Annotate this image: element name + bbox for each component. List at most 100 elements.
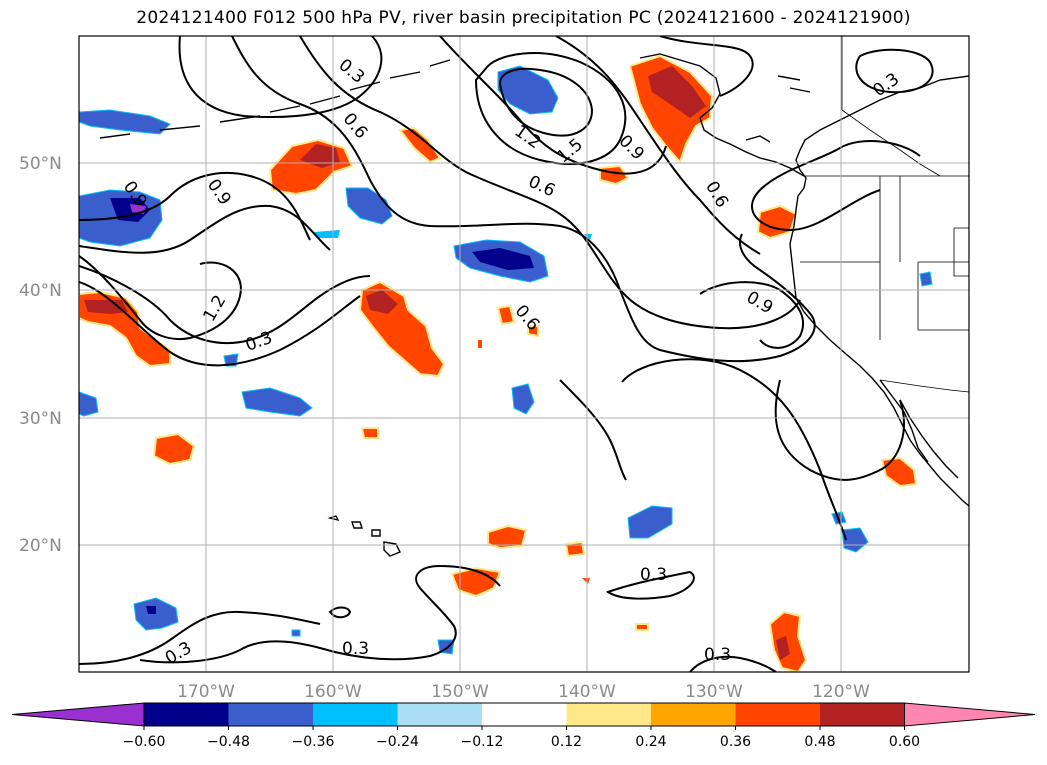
pos-region (582, 578, 590, 584)
neg-region (79, 391, 99, 417)
pv-contour (559, 379, 627, 481)
neg-region (511, 383, 535, 415)
positive-precip-regions (79, 54, 918, 672)
neg-region (584, 234, 592, 240)
state-lines (800, 176, 969, 340)
pos-region (366, 290, 398, 314)
lon-label-150w: 150°W (431, 682, 489, 702)
pos-region (152, 432, 196, 466)
map-frame (78, 35, 970, 673)
neg-region (241, 387, 313, 417)
pv-contour (689, 655, 777, 672)
pos-region (564, 540, 586, 558)
pv-contour (79, 204, 331, 254)
lat-label-30n: 30°N (19, 409, 62, 429)
pos-region (648, 66, 706, 118)
pos-region (880, 456, 918, 488)
pv-contour (299, 36, 801, 330)
pos-region (487, 524, 528, 550)
colorbar-tick-label: −0.36 (292, 734, 335, 750)
bc-islands (745, 75, 811, 143)
pv-contour (855, 48, 934, 94)
borders (800, 36, 969, 393)
colorbar-segment (735, 703, 821, 726)
pos-region (527, 325, 539, 338)
pv-contour (328, 606, 352, 619)
pos-region (496, 304, 516, 326)
colorbar-tick-label: −0.24 (376, 734, 419, 750)
pos-region (599, 164, 630, 186)
colorbar-extend-min (11, 702, 145, 727)
neg-region (291, 629, 301, 637)
map-background (79, 36, 969, 672)
pos-region (300, 144, 340, 168)
colorbar-tick-label: 0.36 (720, 734, 751, 750)
colorbar-segment (397, 703, 483, 726)
colorbar-segment (228, 703, 314, 726)
coastline-alaska (639, 53, 805, 177)
contour-label: 0.3 (342, 639, 369, 659)
pv-contour (750, 140, 921, 232)
colorbar-tick-label: −0.12 (461, 734, 504, 750)
colorbar-tick-label: −0.60 (123, 734, 166, 750)
pv-contour (139, 564, 501, 664)
pos-region (768, 610, 808, 672)
coastline-baja (879, 379, 929, 463)
pv-contour (439, 36, 667, 175)
colorbar-tick-label: 0.60 (889, 734, 920, 750)
lon-label-120w: 120°W (812, 682, 870, 702)
neg-region (919, 271, 933, 287)
lat-label-50n: 50°N (19, 154, 62, 174)
lon-label-140w: 140°W (558, 682, 616, 702)
pv-contour (659, 36, 754, 97)
colorbar-segment (144, 703, 229, 726)
pos-region (478, 340, 482, 348)
colorbar-segment (482, 703, 567, 726)
pv-contour (79, 255, 242, 340)
colorbar-outline (143, 702, 905, 727)
pv-contour (555, 36, 761, 255)
colorbar-extend-max (904, 702, 1036, 727)
pv-contour (178, 36, 383, 119)
coastlines (99, 53, 969, 557)
pv-contour (79, 281, 361, 367)
colorbar-segment (566, 703, 652, 726)
pos-region (84, 300, 128, 314)
colorbar-tick-label: 0.48 (804, 734, 835, 750)
lon-label-170w: 170°W (177, 682, 235, 702)
neg-region (627, 505, 673, 539)
colorbar-tick-label: −0.48 (207, 734, 250, 750)
lon-label-160w: 160°W (304, 682, 362, 702)
pos-region (398, 126, 442, 164)
pv-contours (79, 36, 934, 672)
neg-region (146, 606, 156, 614)
lat-label-40n: 40°N (19, 281, 62, 301)
lat-label-20n: 20°N (19, 536, 62, 556)
neg-region (79, 109, 171, 135)
pv-contour (231, 36, 816, 363)
contour-label: 0.3 (640, 565, 667, 585)
longitude-labels: 170°W 160°W 150°W 140°W 130°W 120°W (177, 682, 870, 702)
aleutian-islands (99, 59, 451, 139)
gridlines (79, 36, 969, 672)
colorbar-segment (313, 703, 398, 726)
canada-province-line (841, 109, 941, 177)
pv-contour (774, 379, 905, 481)
hawaii-islands (327, 515, 401, 557)
pos-region (360, 427, 379, 439)
neg-region (110, 198, 150, 222)
colorbar-segment (651, 703, 736, 726)
pv-contour (474, 52, 627, 165)
colorbar-tick-label: 0.12 (551, 734, 582, 750)
contour-label: 0.3 (704, 645, 731, 665)
pv-contour (605, 570, 695, 600)
latitude-labels: 50°N 40°N 30°N 20°N (19, 154, 62, 556)
colorbar-segment (820, 703, 905, 726)
pos-region (635, 623, 649, 631)
colorbar-tick-label: 0.24 (635, 734, 666, 750)
coastline-north-america (789, 75, 969, 507)
coastline-gulf-california (899, 399, 959, 479)
map-title: 2024121400 F012 500 hPa PV, river basin … (136, 8, 911, 28)
neg-region (472, 248, 534, 270)
